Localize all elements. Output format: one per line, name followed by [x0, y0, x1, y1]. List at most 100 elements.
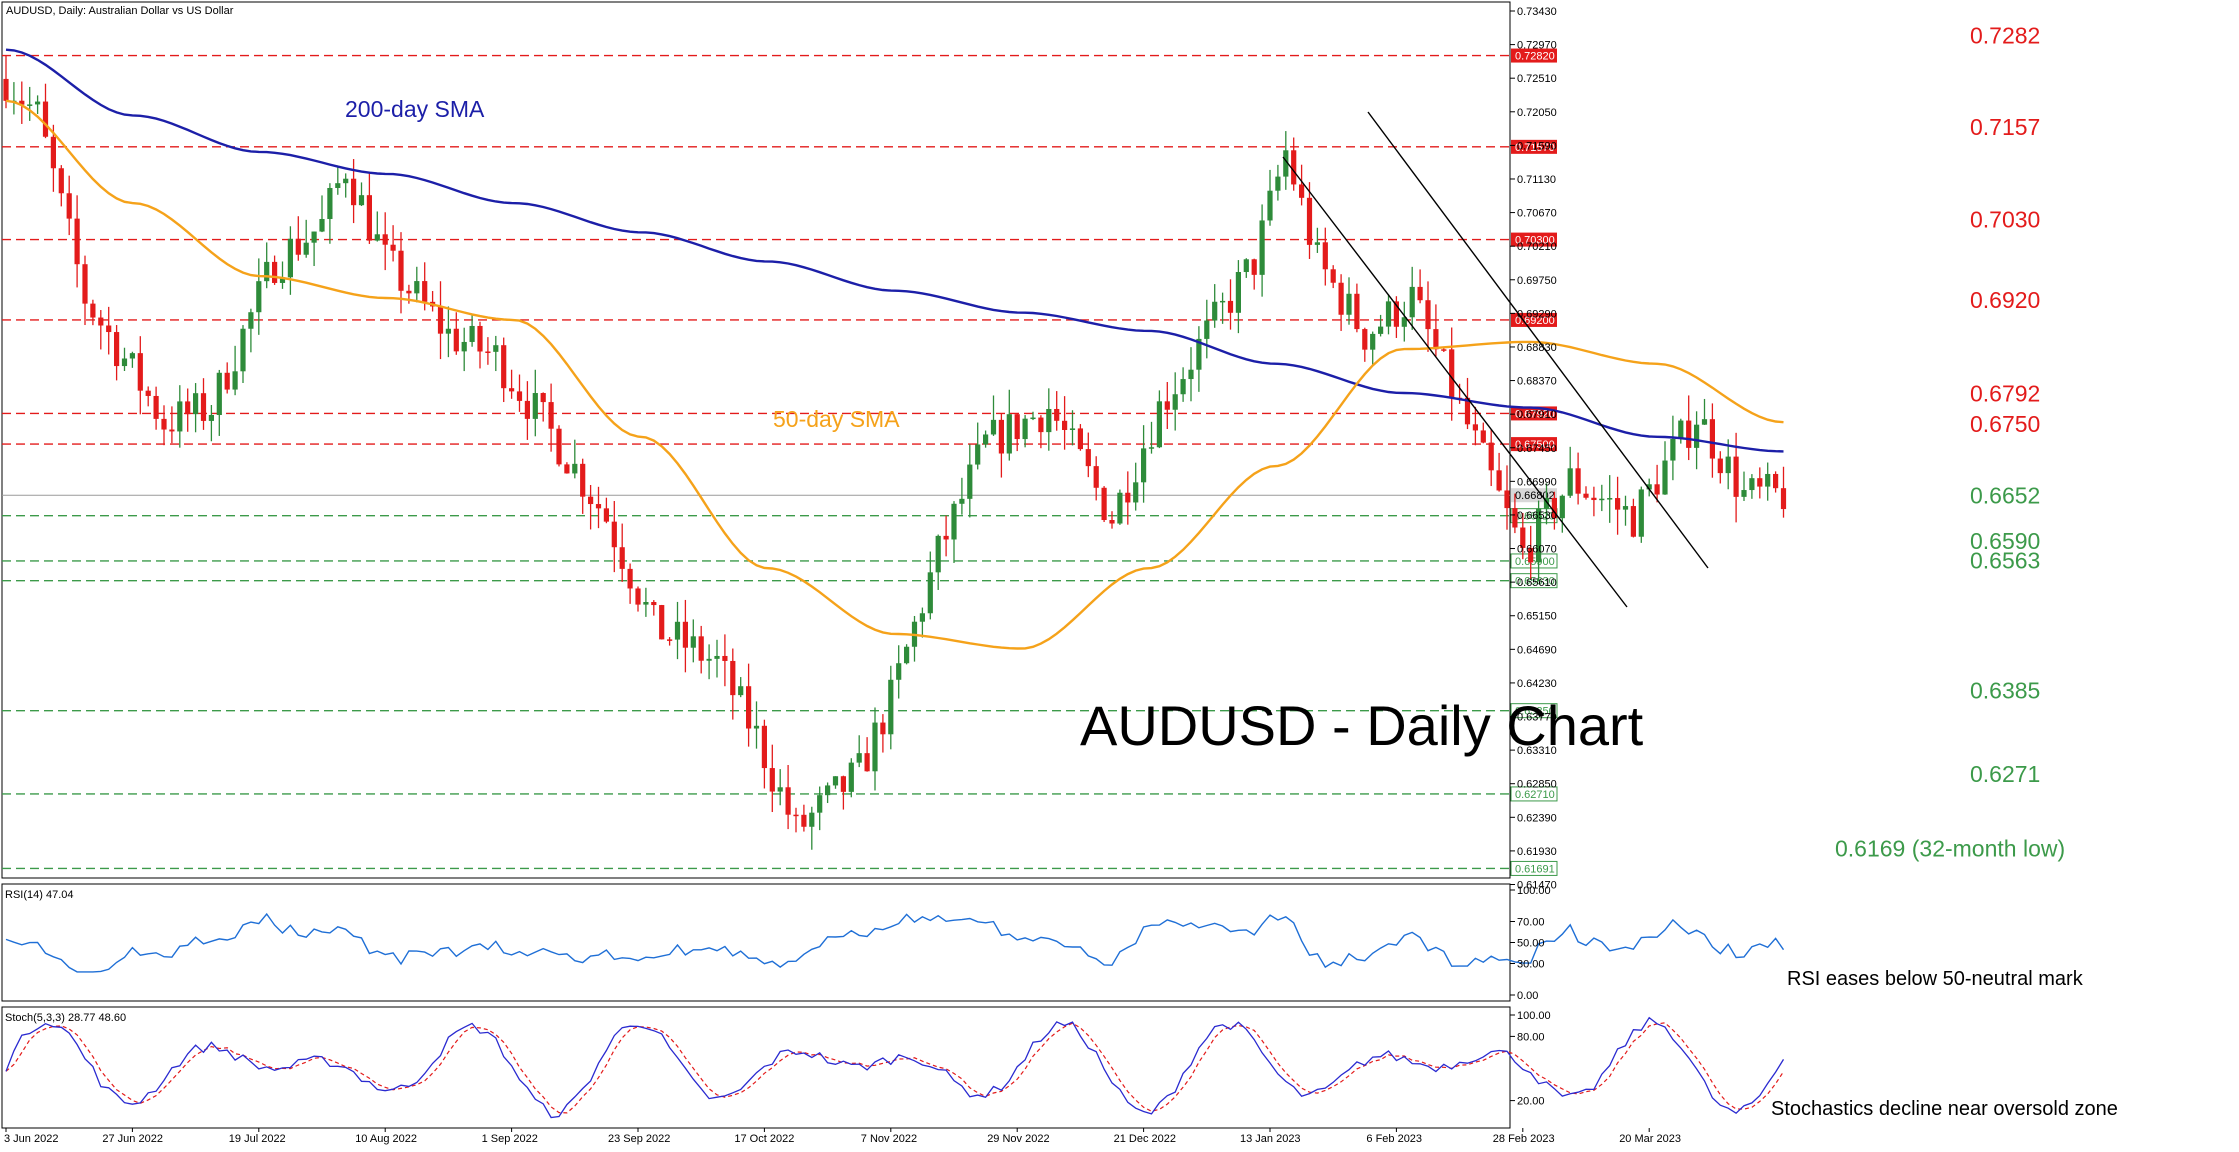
level-price-tag-text: 0.67500: [1515, 439, 1555, 451]
level-label: 0.6271: [1970, 761, 2040, 787]
price-tick-label: 0.70670: [1517, 208, 1557, 220]
candle-body: [1180, 379, 1186, 395]
level-label: 0.6169 (32-month low): [1835, 835, 2065, 861]
price-tick-label: 0.67910: [1517, 409, 1557, 421]
level-price-tag: [1511, 139, 1557, 154]
candle-body: [1543, 497, 1550, 509]
level-label: 0.6590: [1970, 528, 2040, 554]
candle-body: [1299, 184, 1305, 198]
candle-body: [366, 195, 372, 241]
candle-body: [398, 250, 404, 291]
candle-body: [1354, 293, 1360, 330]
candle-body: [998, 419, 1004, 454]
candle-body: [706, 658, 712, 661]
candle-body: [1291, 150, 1297, 185]
time-tick-label: 1 Sep 2022: [482, 1133, 538, 1145]
level-price-tag: [1510, 703, 1558, 719]
level-price-tag-text: 0.61691: [1515, 863, 1555, 875]
level-label: 0.6792: [1970, 380, 2040, 406]
price-tick-label: 0.64230: [1517, 678, 1557, 690]
time-tick-label: 13 Jan 2023: [1240, 1133, 1301, 1145]
candle-body: [667, 639, 673, 641]
rsi-line: [5, 912, 1785, 973]
candle-body: [864, 753, 870, 772]
level-price-tag: [1511, 48, 1557, 63]
candle-body: [287, 238, 293, 278]
price-tick-label: 0.63770: [1517, 712, 1557, 724]
rsi-panel-frame: [1, 883, 1511, 1002]
sma50-label: 50-day SMA: [773, 406, 900, 432]
price-tick-label: 0.65150: [1517, 611, 1557, 623]
candle-body: [19, 100, 25, 105]
candle-body: [82, 264, 88, 304]
price-tick-label: 0.63310: [1517, 745, 1557, 757]
candle-body: [698, 636, 704, 661]
candle-body: [1148, 447, 1155, 449]
price-tick-label: 0.69290: [1517, 308, 1557, 320]
candle-body: [1433, 329, 1439, 350]
candle-body: [390, 244, 396, 251]
level-price-tag-text: 0.65900: [1515, 556, 1555, 568]
price-tick-label: 0.67450: [1517, 443, 1557, 455]
candle-body: [872, 722, 878, 772]
price-tick-label: 0.66990: [1517, 476, 1557, 488]
moving-averages: [5, 48, 1784, 650]
candle-body: [753, 725, 760, 729]
candle-body: [1117, 492, 1123, 524]
time-tick-label: 27 Jun 2022: [102, 1133, 163, 1145]
candle-body: [983, 434, 989, 445]
level-price-tag: [1510, 786, 1558, 802]
candle-body: [817, 795, 823, 813]
candle-body: [627, 568, 633, 589]
candle-body: [1062, 420, 1068, 431]
candle-body: [406, 290, 412, 294]
candle-body: [1330, 269, 1336, 283]
level-label: 0.6750: [1970, 411, 2040, 437]
candle-body: [880, 722, 886, 735]
candle-body: [224, 372, 230, 390]
price-tick-label: 0.68370: [1517, 376, 1557, 388]
price-tick-label: 0.71590: [1517, 140, 1557, 152]
level-price-tag-text: 0.62710: [1515, 789, 1555, 801]
level-price-tag-text: 0.66520: [1515, 511, 1555, 523]
candle-body: [595, 504, 602, 509]
rsi-tick-label: 100.00: [1517, 885, 1551, 897]
candle-body: [295, 238, 301, 255]
candle-body: [809, 812, 815, 827]
candle-body: [1741, 490, 1747, 497]
candle-body: [975, 444, 981, 465]
candle-body: [1551, 497, 1557, 519]
price-tick-label: 0.72510: [1517, 73, 1557, 85]
candle-body: [722, 655, 728, 661]
chart-title: AUDUSD - Daily Chart: [1080, 694, 1644, 757]
candle-body: [453, 328, 459, 352]
candle-body: [1441, 349, 1447, 351]
candle-body: [437, 306, 444, 334]
candle-body: [1196, 338, 1202, 370]
candle-body: [1393, 301, 1399, 327]
candle-body: [1338, 282, 1344, 315]
candle-body: [106, 325, 112, 333]
candle-body: [1536, 508, 1542, 563]
candle-body: [58, 168, 64, 194]
level-price-tag-text: 0.67920: [1515, 408, 1555, 420]
descending-channel: [1282, 111, 1709, 608]
candle-body: [1227, 300, 1234, 313]
candle-body: [1204, 320, 1210, 339]
candle-body: [990, 419, 997, 435]
price-tick-label: 0.66530: [1517, 510, 1557, 522]
candle-body: [793, 814, 799, 817]
level-price-tag-text: 0.63850: [1515, 706, 1555, 718]
price-panel-frame: [1, 1, 1511, 879]
candle-body: [572, 463, 578, 474]
channel-line-lower: [1282, 156, 1628, 608]
candle-body: [1559, 495, 1565, 519]
level-label: 0.7030: [1970, 207, 2040, 233]
candle-body: [777, 787, 783, 792]
level-label: 0.6385: [1970, 678, 2040, 704]
candle-body: [200, 393, 207, 421]
time-tick-label: 6 Feb 2023: [1366, 1133, 1422, 1145]
candle-body: [264, 261, 270, 282]
candle-body: [1046, 408, 1052, 433]
candle-body: [1654, 484, 1660, 495]
